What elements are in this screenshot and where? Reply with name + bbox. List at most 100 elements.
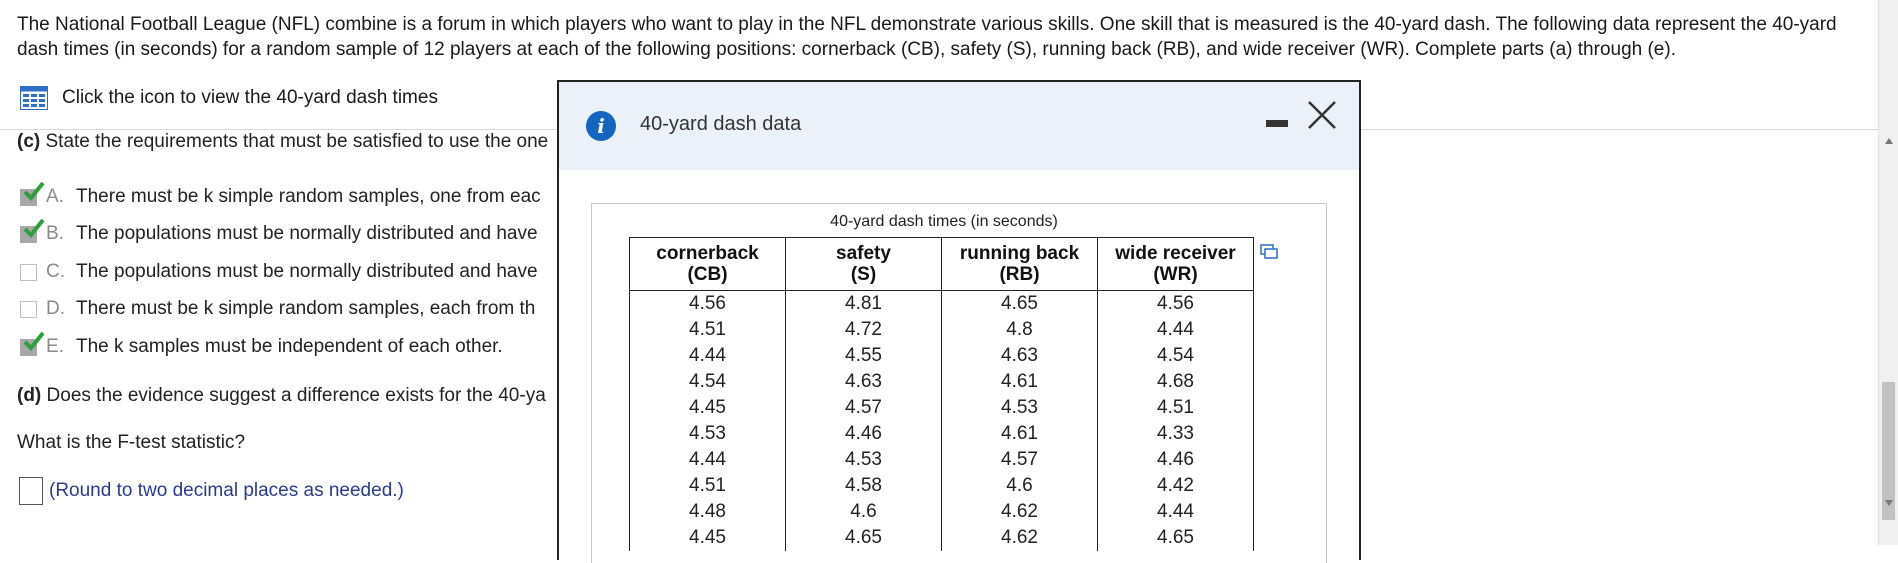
table-row: 4.51 4.58 4.6 4.42: [629, 473, 1254, 499]
table-cell: 4.44: [1097, 317, 1254, 343]
table-cell: 4.46: [1097, 447, 1254, 473]
option-c-letter: C.: [46, 261, 65, 282]
table-row: 4.51 4.72 4.8 4.44: [629, 317, 1254, 343]
table-cell: 4.6: [785, 499, 942, 525]
option-a-text: There must be k simple random samples, o…: [76, 186, 541, 207]
table-cell: 4.54: [629, 369, 786, 395]
table-row: 4.48 4.6 4.62 4.44: [629, 499, 1254, 525]
header-safety: safety (S): [785, 237, 942, 291]
option-d[interactable]: D. There must be k simple random samples…: [20, 298, 535, 320]
page-scrollbar[interactable]: [1878, 0, 1898, 545]
table-cell: 4.61: [941, 369, 1098, 395]
table-cell: 4.63: [941, 343, 1098, 369]
scroll-down-arrow-icon[interactable]: [1885, 500, 1893, 506]
option-e-checkbox[interactable]: [20, 331, 45, 357]
table-cell: 4.51: [629, 317, 786, 343]
option-b-checkbox[interactable]: [20, 218, 45, 244]
part-d-text: Does the evidence suggest a difference e…: [41, 385, 546, 406]
table-icon[interactable]: [20, 86, 48, 110]
table-cell: 4.53: [785, 447, 942, 473]
checkmark-icon: [23, 218, 45, 238]
part-c-text: State the requirements that must be sati…: [40, 131, 549, 152]
checkmark-icon: [23, 331, 45, 351]
table-cell: 4.57: [785, 395, 942, 421]
dialog-title: 40-yard dash data: [640, 113, 802, 135]
minimize-button[interactable]: [1266, 120, 1288, 127]
table-cell: 4.8: [941, 317, 1098, 343]
table-cell: 4.81: [785, 290, 942, 317]
option-d-checkbox[interactable]: [20, 299, 40, 319]
copy-icon[interactable]: [1260, 244, 1278, 260]
ftest-answer-input[interactable]: [19, 477, 43, 505]
option-e-text: The k samples must be independent of eac…: [76, 336, 503, 357]
option-b[interactable]: B. The populations must be normally dist…: [20, 218, 538, 245]
table-cell: 4.57: [941, 447, 1098, 473]
table-cell: 4.55: [785, 343, 942, 369]
table-cell: 4.65: [941, 290, 1098, 317]
table-cell: 4.58: [785, 473, 942, 499]
option-d-letter: D.: [46, 298, 65, 319]
table-cell: 4.56: [1097, 290, 1254, 317]
table-cell: 4.72: [785, 317, 942, 343]
header-wide-receiver: wide receiver (WR): [1097, 237, 1254, 291]
ftest-question: What is the F-test statistic?: [17, 432, 246, 453]
option-a-letter: A.: [46, 186, 64, 207]
table-row: 4.56 4.81 4.65 4.56: [629, 290, 1254, 317]
table-cell: 4.45: [629, 525, 786, 551]
option-c-checkbox[interactable]: [20, 262, 40, 282]
table-cell: 4.56: [629, 290, 786, 317]
option-d-text: There must be k simple random samples, e…: [76, 298, 536, 319]
table-cell: 4.44: [629, 447, 786, 473]
table-cell: 4.44: [629, 343, 786, 369]
option-a[interactable]: A. There must be k simple random samples…: [20, 181, 541, 208]
table-cell: 4.62: [941, 499, 1098, 525]
table-cell: 4.46: [785, 421, 942, 447]
view-data-link[interactable]: Click the icon to view the 40-yard dash …: [20, 86, 438, 110]
option-c[interactable]: C. The populations must be normally dist…: [20, 261, 538, 283]
table-cell: 4.62: [941, 525, 1098, 551]
part-d-label: (d): [17, 385, 42, 406]
table-row: 4.45 4.57 4.53 4.51: [629, 395, 1254, 421]
table-row: 4.44 4.53 4.57 4.46: [629, 447, 1254, 473]
dash-times-table: cornerback (CB) safety (S) running back (RB…: [629, 237, 1254, 551]
dialog-body: 40-yard dash times (in seconds) cornerba…: [591, 203, 1327, 563]
table-cell: 4.53: [941, 395, 1098, 421]
table-cell: 4.61: [941, 421, 1098, 447]
option-e-letter: E.: [46, 336, 64, 357]
data-dialog: i 40-yard dash data 40-yard dash times (…: [557, 80, 1361, 563]
problem-intro: The National Football League (NFL) combi…: [17, 14, 1837, 60]
table-cell: 4.51: [1097, 395, 1254, 421]
table-cell: 4.63: [785, 369, 942, 395]
table-cell: 4.6: [941, 473, 1098, 499]
ftest-answer-row: (Round to two decimal places as needed.): [19, 477, 404, 505]
close-icon[interactable]: [1305, 98, 1339, 132]
table-cell: 4.42: [1097, 473, 1254, 499]
option-a-checkbox[interactable]: [20, 181, 45, 207]
view-data-label[interactable]: Click the icon to view the 40-yard dash …: [62, 87, 438, 108]
option-b-text: The populations must be normally distrib…: [76, 223, 538, 244]
option-b-letter: B.: [46, 223, 64, 244]
table-row: 4.54 4.63 4.61 4.68: [629, 369, 1254, 395]
part-d-question: (d) Does the evidence suggest a differen…: [17, 385, 546, 407]
table-cell: 4.65: [1097, 525, 1254, 551]
table-cell: 4.33: [1097, 421, 1254, 447]
table-cell: 4.51: [629, 473, 786, 499]
table-row: 4.45 4.65 4.62 4.65: [629, 525, 1254, 551]
scroll-up-arrow-icon[interactable]: [1885, 138, 1893, 144]
option-c-text: The populations must be normally distrib…: [76, 261, 538, 282]
part-c-question: (c) State the requirements that must be …: [17, 130, 548, 154]
table-cell: 4.68: [1097, 369, 1254, 395]
checkmark-icon: [23, 181, 45, 201]
table-caption: 40-yard dash times (in seconds): [830, 213, 1058, 230]
table-row: 4.53 4.46 4.61 4.33: [629, 421, 1254, 447]
table-cell: 4.48: [629, 499, 786, 525]
table-header-row: cornerback (CB) safety (S) running back (RB…: [629, 237, 1254, 291]
option-e[interactable]: E. The k samples must be independent of …: [20, 331, 503, 358]
table-cell: 4.53: [629, 421, 786, 447]
dialog-header: i 40-yard dash data: [559, 82, 1359, 170]
scroll-thumb[interactable]: [1882, 382, 1895, 520]
info-icon: i: [586, 111, 616, 141]
header-running-back: running back (RB): [941, 237, 1098, 291]
table-cell: 4.54: [1097, 343, 1254, 369]
table-cell: 4.44: [1097, 499, 1254, 525]
